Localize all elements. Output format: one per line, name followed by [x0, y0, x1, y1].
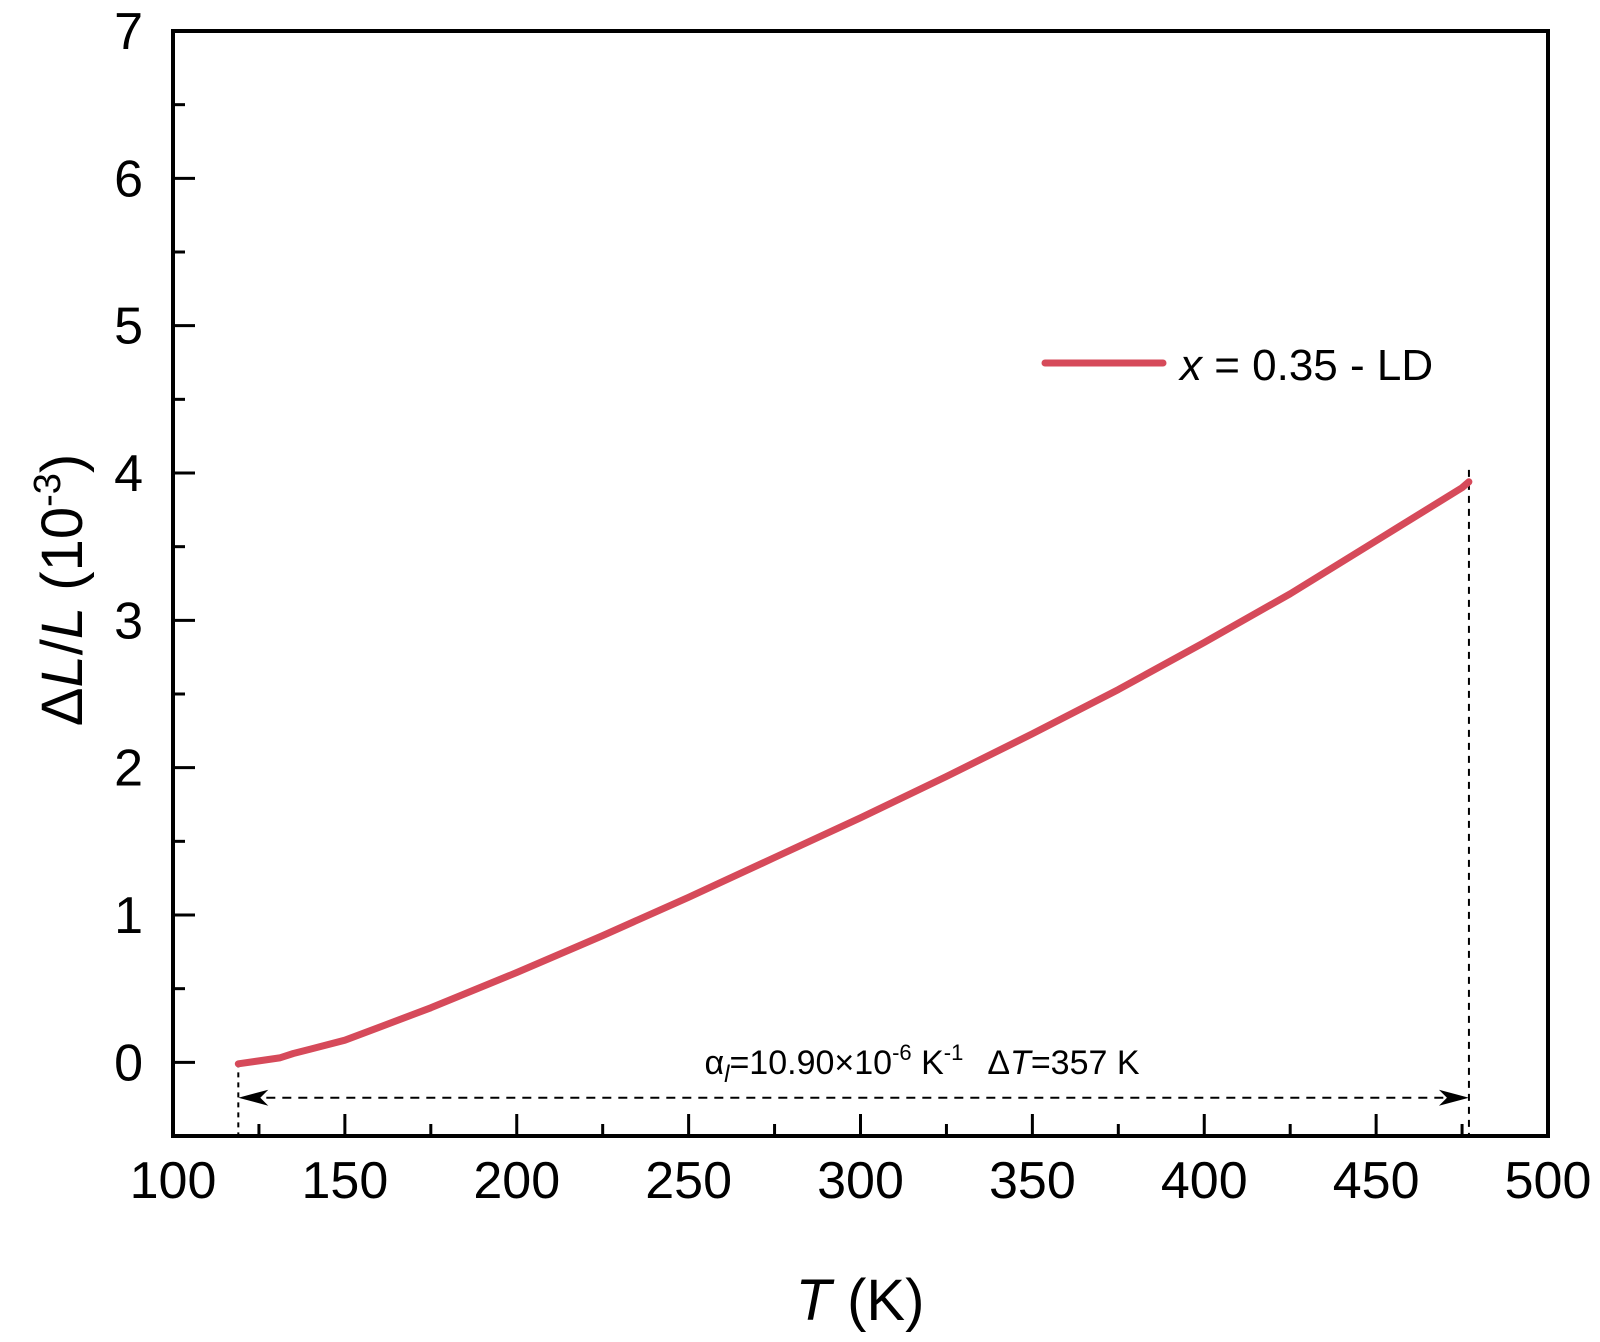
y-tick-label: 3	[114, 592, 143, 650]
ticks-layer	[171, 29, 1550, 1136]
y-tick-label: 7	[114, 3, 143, 61]
guides-layer	[237, 469, 1470, 1136]
x-tick-labels: 100 150 200 250 300 350 400 450 500	[130, 1152, 1592, 1210]
y-tick-label: 1	[114, 887, 143, 945]
y-tick-label: 6	[114, 150, 143, 208]
x-tick-label: 400	[1161, 1152, 1248, 1210]
arrow-head-right	[1438, 1089, 1469, 1106]
y-tick-label: 0	[114, 1034, 143, 1092]
arrow-head-left	[238, 1089, 269, 1106]
series-line-0	[234, 478, 1473, 1068]
y-tick-labels: 0 1 2 3 4 5 6 7	[114, 3, 143, 1092]
x-tick-label: 250	[645, 1152, 732, 1210]
x-tick-label: 150	[301, 1152, 388, 1210]
x-tick-label: 500	[1505, 1152, 1592, 1210]
legend-label: x = 0.35 - LD	[1178, 341, 1433, 390]
x-tick-label: 200	[473, 1152, 560, 1210]
y-axis-title: ΔL/L (10-3)	[27, 454, 95, 726]
y-tick-label: 4	[114, 445, 143, 503]
x-tick-label: 100	[130, 1152, 217, 1210]
legend: x = 0.35 - LD	[1041, 341, 1433, 390]
x-tick-label: 350	[989, 1152, 1076, 1210]
plot-frame	[171, 29, 1550, 1138]
y-tick-label: 5	[114, 298, 143, 356]
series-layer	[234, 478, 1473, 1068]
x-tick-label: 450	[1333, 1152, 1420, 1210]
x-tick-label: 300	[817, 1152, 904, 1210]
annotation-text: αl=10.90×10-6 K-1 ΔT=357 K	[704, 1040, 1139, 1088]
x-axis-title: T (K)	[796, 1268, 925, 1333]
y-tick-label: 2	[114, 740, 143, 798]
